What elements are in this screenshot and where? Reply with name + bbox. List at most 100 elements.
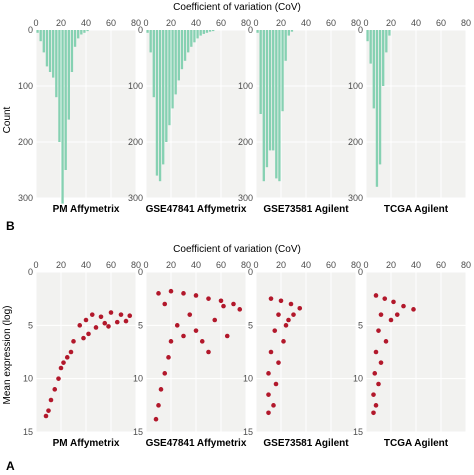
histogram-bar (278, 30, 281, 182)
x-tick-label: 40 (81, 260, 91, 270)
histogram-bar (64, 30, 67, 170)
strip-label: GSE73581 Agilent (263, 204, 349, 215)
histogram-bar (48, 30, 52, 72)
scatter-point (376, 328, 381, 333)
histogram-bar (73, 30, 77, 47)
scatter-point (224, 333, 230, 339)
x-tick-label: 0 (33, 18, 38, 28)
scatter-point (86, 331, 91, 337)
histogram-bar (83, 30, 86, 33)
y-tick-label: 0 (28, 267, 33, 277)
scatter-point (378, 312, 384, 317)
x-tick-label: 40 (301, 260, 311, 270)
x-tick-label: 80 (351, 260, 361, 270)
histogram-bar (168, 30, 171, 126)
y-tick-label: 15 (353, 427, 363, 437)
x-tick-label: 0 (363, 260, 368, 270)
scatter-point (58, 365, 64, 371)
histogram-bar (199, 30, 202, 36)
x-tick-label: 60 (216, 260, 226, 270)
b-y-axis-title: Count (2, 106, 13, 133)
histogram-bar (187, 30, 190, 53)
x-tick-label: 80 (461, 260, 471, 270)
scatter-point (48, 397, 54, 403)
histogram-bar (385, 30, 388, 53)
scatter-point (271, 403, 276, 408)
y-tick-label: 200 (18, 137, 33, 147)
histogram-bar (36, 30, 39, 33)
scatter-point (158, 387, 164, 392)
y-tick-label: 100 (128, 81, 143, 91)
scatter-point (98, 314, 104, 320)
x-tick-label: 0 (253, 18, 258, 28)
x-tick-label: 80 (131, 18, 141, 28)
histogram-bar (265, 30, 269, 168)
panel-b-letter: B (6, 219, 15, 233)
x-tick-label: 20 (386, 18, 396, 28)
strip-label: GSE47841 Affymetrix (146, 204, 247, 215)
x-tick-label: 0 (253, 260, 258, 270)
scatter-point (102, 320, 108, 326)
x-tick-label: 80 (461, 18, 471, 28)
histogram-bar (378, 30, 382, 165)
scatter-point (221, 303, 226, 309)
x-tick-label: 80 (241, 18, 251, 28)
scatter-point (123, 318, 129, 324)
y-tick-label: 10 (353, 374, 363, 384)
histogram-bar (382, 30, 385, 86)
scatter-point (237, 307, 243, 312)
y-tick-label: 15 (133, 427, 143, 437)
y-tick-label: 200 (238, 137, 253, 147)
histogram-bar (388, 30, 391, 36)
panel-a-letter: A (6, 459, 15, 473)
scatter-point (371, 410, 376, 416)
scatter-point (411, 307, 416, 312)
strip-label: TCGA Agilent (384, 204, 449, 215)
scatter-point (373, 349, 379, 355)
scatter-point (266, 371, 271, 376)
histogram-bar (162, 30, 165, 165)
b-x-axis-title: Coefficient of variation (CoV) (173, 2, 301, 13)
histogram-bar (375, 30, 379, 187)
histogram-bar (369, 30, 372, 64)
histogram-bar (77, 30, 80, 39)
scatter-point (181, 333, 186, 339)
scatter-point (187, 312, 193, 317)
y-tick-label: 10 (243, 374, 253, 384)
x-tick-label: 20 (166, 18, 176, 28)
scatter-point (212, 317, 218, 323)
scatter-point (276, 360, 281, 365)
scatter-point (89, 312, 95, 317)
scatter-point (283, 323, 289, 328)
histogram-bar (80, 30, 83, 35)
y-tick-label: 5 (358, 320, 363, 330)
y-tick-label: 5 (248, 320, 253, 330)
x-tick-label: 20 (276, 18, 286, 28)
histogram-bar (190, 30, 193, 47)
scatter-point (401, 303, 406, 309)
histogram-bar (205, 30, 209, 33)
histogram-bar (281, 30, 284, 112)
histogram-bar (55, 30, 58, 98)
x-tick-label: 20 (276, 260, 286, 270)
x-tick-label: 40 (191, 18, 201, 28)
scatter-point (218, 298, 224, 304)
scatter-point (273, 381, 279, 387)
scatter-point (83, 317, 89, 323)
scatter-point (114, 319, 120, 325)
x-tick-label: 60 (436, 18, 446, 28)
y-tick-label: 100 (238, 81, 253, 91)
scatter-point (291, 312, 296, 317)
histogram-bar (284, 30, 287, 61)
scatter-point (276, 312, 281, 317)
histogram-bar (202, 30, 205, 34)
histogram-bar (290, 30, 294, 32)
scatter-point (388, 317, 394, 323)
scatter-point (373, 293, 379, 298)
histogram-bar (256, 30, 259, 33)
